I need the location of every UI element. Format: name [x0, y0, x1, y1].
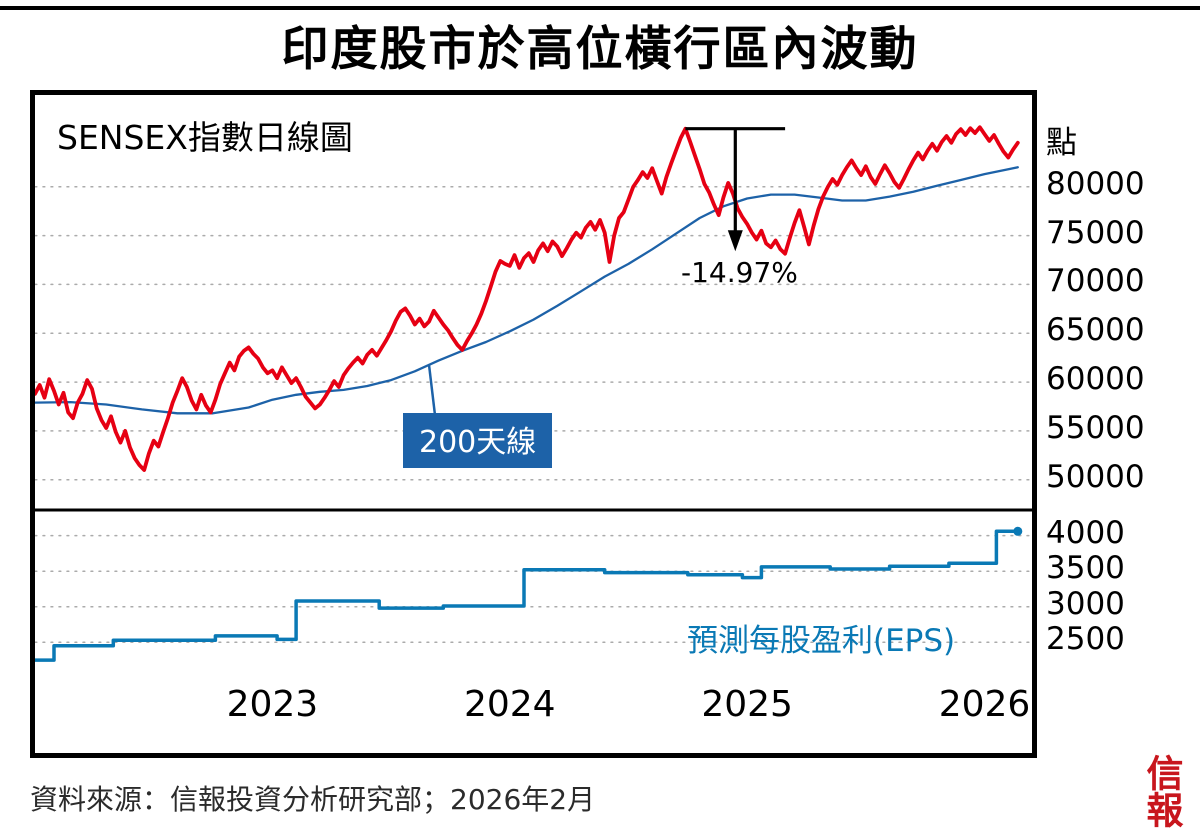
y-axis-tick-label: 50000 — [1046, 458, 1145, 495]
top-rule — [0, 6, 1200, 10]
drawdown-label: -14.97% — [681, 256, 798, 289]
ma-label-badge: 200天線 — [403, 413, 553, 468]
brand-logo: 信報 — [1140, 754, 1184, 828]
drawdown-arrowhead — [727, 230, 743, 252]
eps-end-dot — [1013, 526, 1023, 536]
ma-line — [35, 166, 1019, 415]
eps-series-label: 預測每股盈利(EPS) — [687, 623, 956, 659]
chart-frame: SENSEX指數日線圖 200天線 -14.97% 預測每股盈利(EPS) — [30, 90, 1037, 758]
eps-axis-tick-label: 2500 — [1046, 621, 1125, 658]
series-label-sensex: SENSEX指數日線圖 — [57, 118, 353, 157]
y-axis-tick-label: 80000 — [1046, 165, 1145, 202]
y-axis-tick-label: 55000 — [1046, 409, 1145, 446]
eps-line — [35, 529, 1020, 662]
eps-axis-tick-label: 4000 — [1046, 514, 1125, 551]
y-axis-tick-label: 65000 — [1046, 312, 1145, 349]
page-title: 印度股市於高位橫行區內波動 — [281, 22, 919, 77]
source-note: 資料來源：信報投資分析研究部；2026年2月 — [30, 783, 596, 816]
sensex-line — [35, 125, 1020, 472]
chart-canvas: SENSEX指數日線圖 200天線 -14.97% 預測每股盈利(EPS) — [35, 95, 1032, 753]
y-axis-unit-label: 點 — [1046, 124, 1077, 161]
y-axis-tick-label: 60000 — [1046, 361, 1145, 398]
ma-callout-line — [427, 365, 437, 417]
eps-axis-tick-label: 3000 — [1046, 585, 1125, 622]
y-axis-tick-label: 70000 — [1046, 263, 1145, 300]
y-axis-tick-label: 75000 — [1046, 214, 1145, 251]
eps-axis-tick-label: 3500 — [1046, 550, 1125, 587]
